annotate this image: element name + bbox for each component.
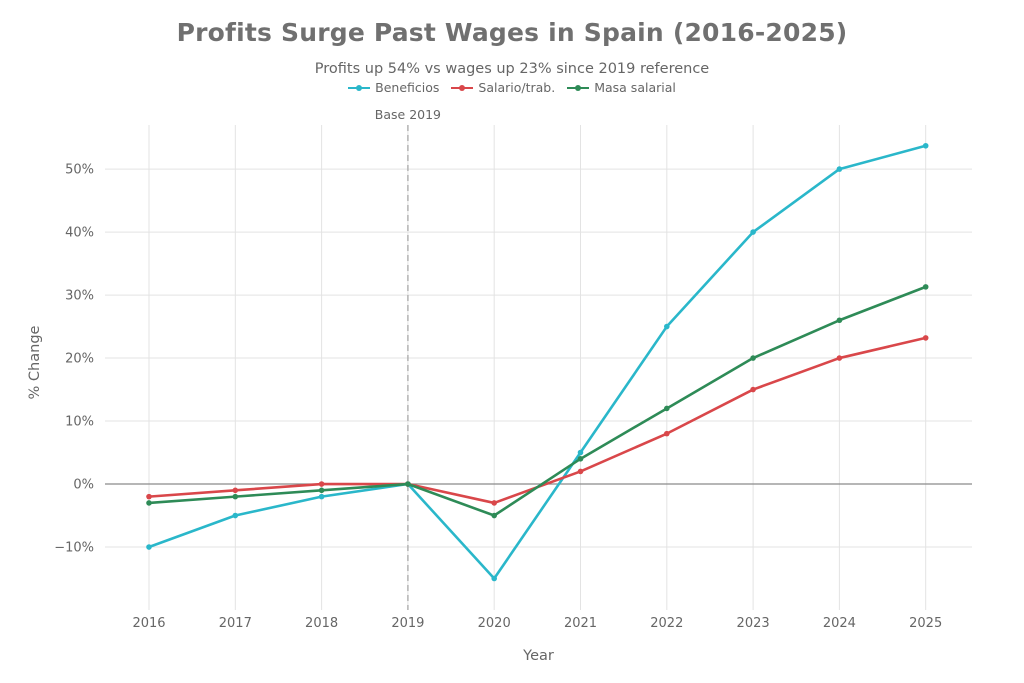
legend-item: Beneficios <box>348 80 439 95</box>
x-tick-label: 2023 <box>737 616 770 631</box>
data-point <box>750 386 756 393</box>
x-axis-title: Year <box>522 648 554 664</box>
x-tick-label: 2018 <box>305 616 338 631</box>
data-point <box>491 512 498 519</box>
data-point <box>146 500 152 506</box>
y-tick-label: 0% <box>73 478 94 493</box>
data-point <box>405 481 411 487</box>
data-point <box>232 512 239 519</box>
data-point <box>836 317 843 324</box>
legend-swatch <box>451 82 474 94</box>
series-line-0 <box>147 144 928 580</box>
series-line-2 <box>147 285 928 517</box>
legend: Beneficios Salario/trab. Masa salarial <box>0 80 1024 95</box>
legend-label: Masa salarial <box>594 80 676 95</box>
legend-label: Beneficios <box>375 80 440 95</box>
x-tick-label: 2024 <box>823 616 856 631</box>
data-point <box>318 493 325 500</box>
chart-subtitle: Profits up 54% vs wages up 23% since 201… <box>314 61 710 77</box>
legend-label: Salario/trab. <box>478 80 556 95</box>
data-point <box>491 500 498 506</box>
y-axis-title: % Change <box>27 325 43 399</box>
data-point <box>836 166 843 172</box>
legend-swatch <box>567 82 590 94</box>
x-tick-label: 2025 <box>909 616 942 631</box>
x-tick-label: 2016 <box>132 616 165 631</box>
data-point <box>836 355 843 361</box>
x-tick-label: 2022 <box>650 616 683 631</box>
series-line-1 <box>147 336 928 505</box>
data-point <box>577 449 584 456</box>
data-point <box>232 493 239 500</box>
data-point <box>491 575 498 582</box>
data-point <box>750 229 756 235</box>
data-point <box>318 487 325 494</box>
x-tick-label: 2021 <box>564 616 597 631</box>
x-tick-label: 2019 <box>391 616 424 631</box>
data-point <box>318 481 325 487</box>
y-tick-label: 40% <box>65 226 94 241</box>
data-point <box>750 355 756 361</box>
x-tick-label: 2020 <box>478 616 511 631</box>
y-tick-label: 50% <box>65 163 94 178</box>
data-point <box>146 493 152 500</box>
legend-item: Masa salarial <box>567 80 676 95</box>
data-point <box>664 405 670 412</box>
legend-item: Salario/trab. <box>451 80 555 95</box>
y-tick-label: −10% <box>54 541 94 556</box>
y-tick-label: 30% <box>65 289 94 304</box>
data-point <box>922 142 929 149</box>
data-point <box>577 468 584 475</box>
x-tick-label: 2017 <box>219 616 252 631</box>
data-point <box>922 335 929 341</box>
reference-line-label: Base 2019 <box>375 107 441 122</box>
y-tick-label: 10% <box>65 415 94 430</box>
y-tick-label: 20% <box>65 352 94 367</box>
chart-title: Profits Surge Past Wages in Spain (2016-… <box>176 18 848 47</box>
legend-swatch <box>348 82 371 94</box>
data-point <box>146 544 152 550</box>
data-point <box>664 430 670 437</box>
data-point <box>577 456 584 462</box>
data-point <box>664 323 670 330</box>
data-point <box>232 487 239 494</box>
data-point <box>922 284 929 290</box>
